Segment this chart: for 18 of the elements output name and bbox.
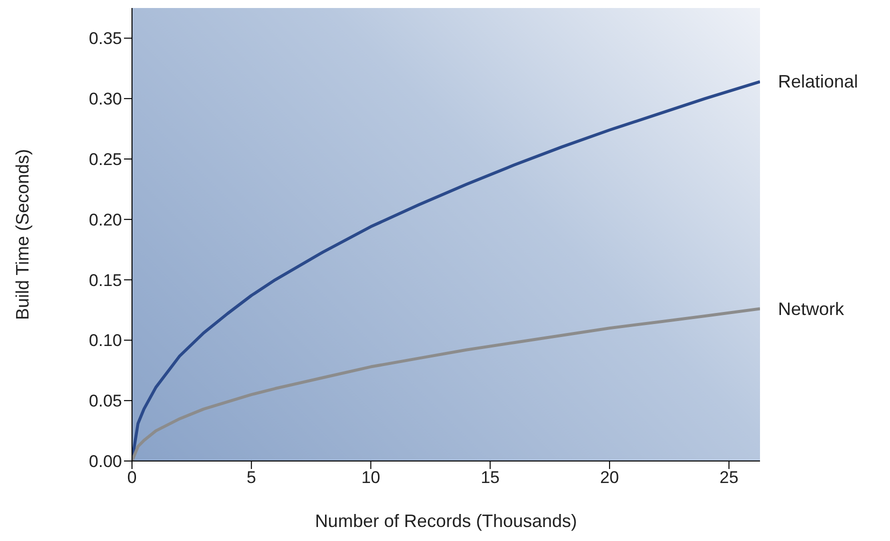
x-tick-label: 0 bbox=[127, 468, 137, 488]
y-tick-label: 0.00 bbox=[88, 452, 122, 472]
x-tick-label: 15 bbox=[480, 468, 500, 488]
y-tick-label: 0.35 bbox=[88, 29, 122, 48]
y-tick-label: 0.15 bbox=[88, 270, 122, 290]
x-tick-label: 20 bbox=[600, 468, 620, 488]
y-tick-label: 0.05 bbox=[88, 392, 122, 411]
x-axis-title: Number of Records (Thousands) bbox=[314, 511, 578, 531]
y-tick-label: 0.20 bbox=[88, 210, 122, 230]
y-tick-label: 0.25 bbox=[88, 150, 122, 170]
y-tick-label: 0.10 bbox=[88, 331, 122, 350]
y-tick-label: 0.30 bbox=[88, 90, 122, 109]
y-axis-title: Build Time (Seconds) bbox=[12, 148, 32, 320]
x-tick-label: 25 bbox=[719, 468, 738, 488]
x-tick-label: 10 bbox=[361, 468, 380, 488]
series-label: Relational bbox=[778, 72, 858, 92]
x-tick-label: 5 bbox=[246, 468, 256, 488]
series-label: Network bbox=[778, 298, 846, 319]
